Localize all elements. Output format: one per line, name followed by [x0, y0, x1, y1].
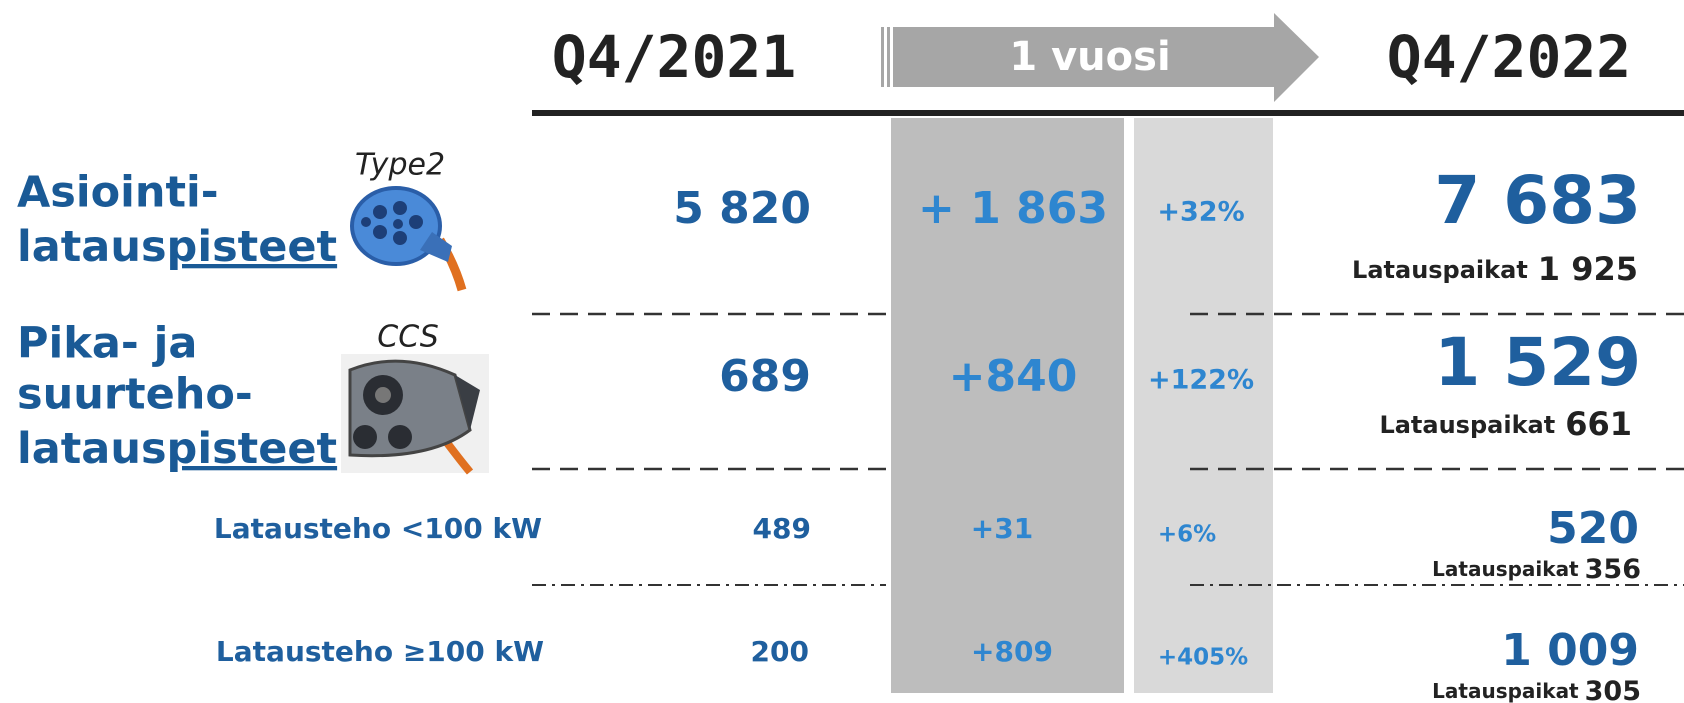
sites-line: Latauspaikat 1 925 — [1352, 250, 1638, 288]
label-part: lataus — [17, 222, 167, 272]
row-label: Pika- ja — [17, 319, 197, 369]
row-label: Asiointi- — [17, 168, 219, 218]
type2-icon — [352, 188, 462, 290]
row-label: latauspisteet — [17, 424, 337, 474]
start-value: 689 — [719, 351, 811, 402]
change-label: 1 vuosi — [1009, 34, 1170, 80]
sites-value: 1 925 — [1538, 250, 1638, 288]
start-value: 200 — [751, 635, 809, 668]
sites-value: 305 — [1585, 676, 1641, 703]
start-value: 489 — [753, 512, 811, 545]
sites-value: 356 — [1585, 554, 1641, 585]
sites-label: Latauspaikat — [1379, 411, 1555, 439]
change-pct: +405% — [1158, 645, 1248, 671]
sites-line: Latauspaikat 661 — [1379, 405, 1632, 443]
end-value: 520 — [1547, 503, 1639, 554]
end-value: 7 683 — [1434, 162, 1641, 239]
change-pct: +32% — [1157, 197, 1244, 228]
label-underlined: pisteet — [167, 222, 338, 272]
sites-label: Latauspaikat — [1432, 679, 1579, 703]
change-pct: +6% — [1158, 522, 1216, 548]
sites-label: Latauspaikat — [1432, 557, 1579, 581]
row-label: Lataustehо ≥100 kW — [216, 635, 544, 668]
row-label: latauspisteet — [17, 222, 337, 272]
period-end: Q4/2022 — [1387, 23, 1631, 91]
sites-label: Latauspaikat — [1352, 256, 1528, 284]
change-value: +809 — [971, 635, 1053, 668]
row-label: Lataustehо <100 kW — [214, 512, 542, 545]
change-pct: +122% — [1148, 365, 1254, 396]
slide: Q4/2021 1 vuosi Q4/2022 Asiointi- lataus… — [0, 0, 1684, 703]
label-underlined: pisteet — [167, 424, 338, 474]
connector-label: Type2 — [355, 148, 445, 183]
change-value: +840 — [949, 351, 1078, 402]
period-start: Q4/2021 — [552, 23, 796, 91]
ccs-icon — [341, 354, 489, 473]
start-value: 5 820 — [673, 183, 811, 234]
label-part: lataus — [17, 424, 167, 474]
row-label: suurteho- — [17, 370, 253, 420]
connector-label: CCS — [377, 320, 439, 355]
end-value: 1 529 — [1434, 324, 1641, 401]
change-value: +31 — [971, 512, 1033, 545]
change-value: + 1 863 — [918, 183, 1108, 234]
end-value: 1 009 — [1501, 625, 1639, 676]
sites-value: 661 — [1565, 405, 1632, 443]
